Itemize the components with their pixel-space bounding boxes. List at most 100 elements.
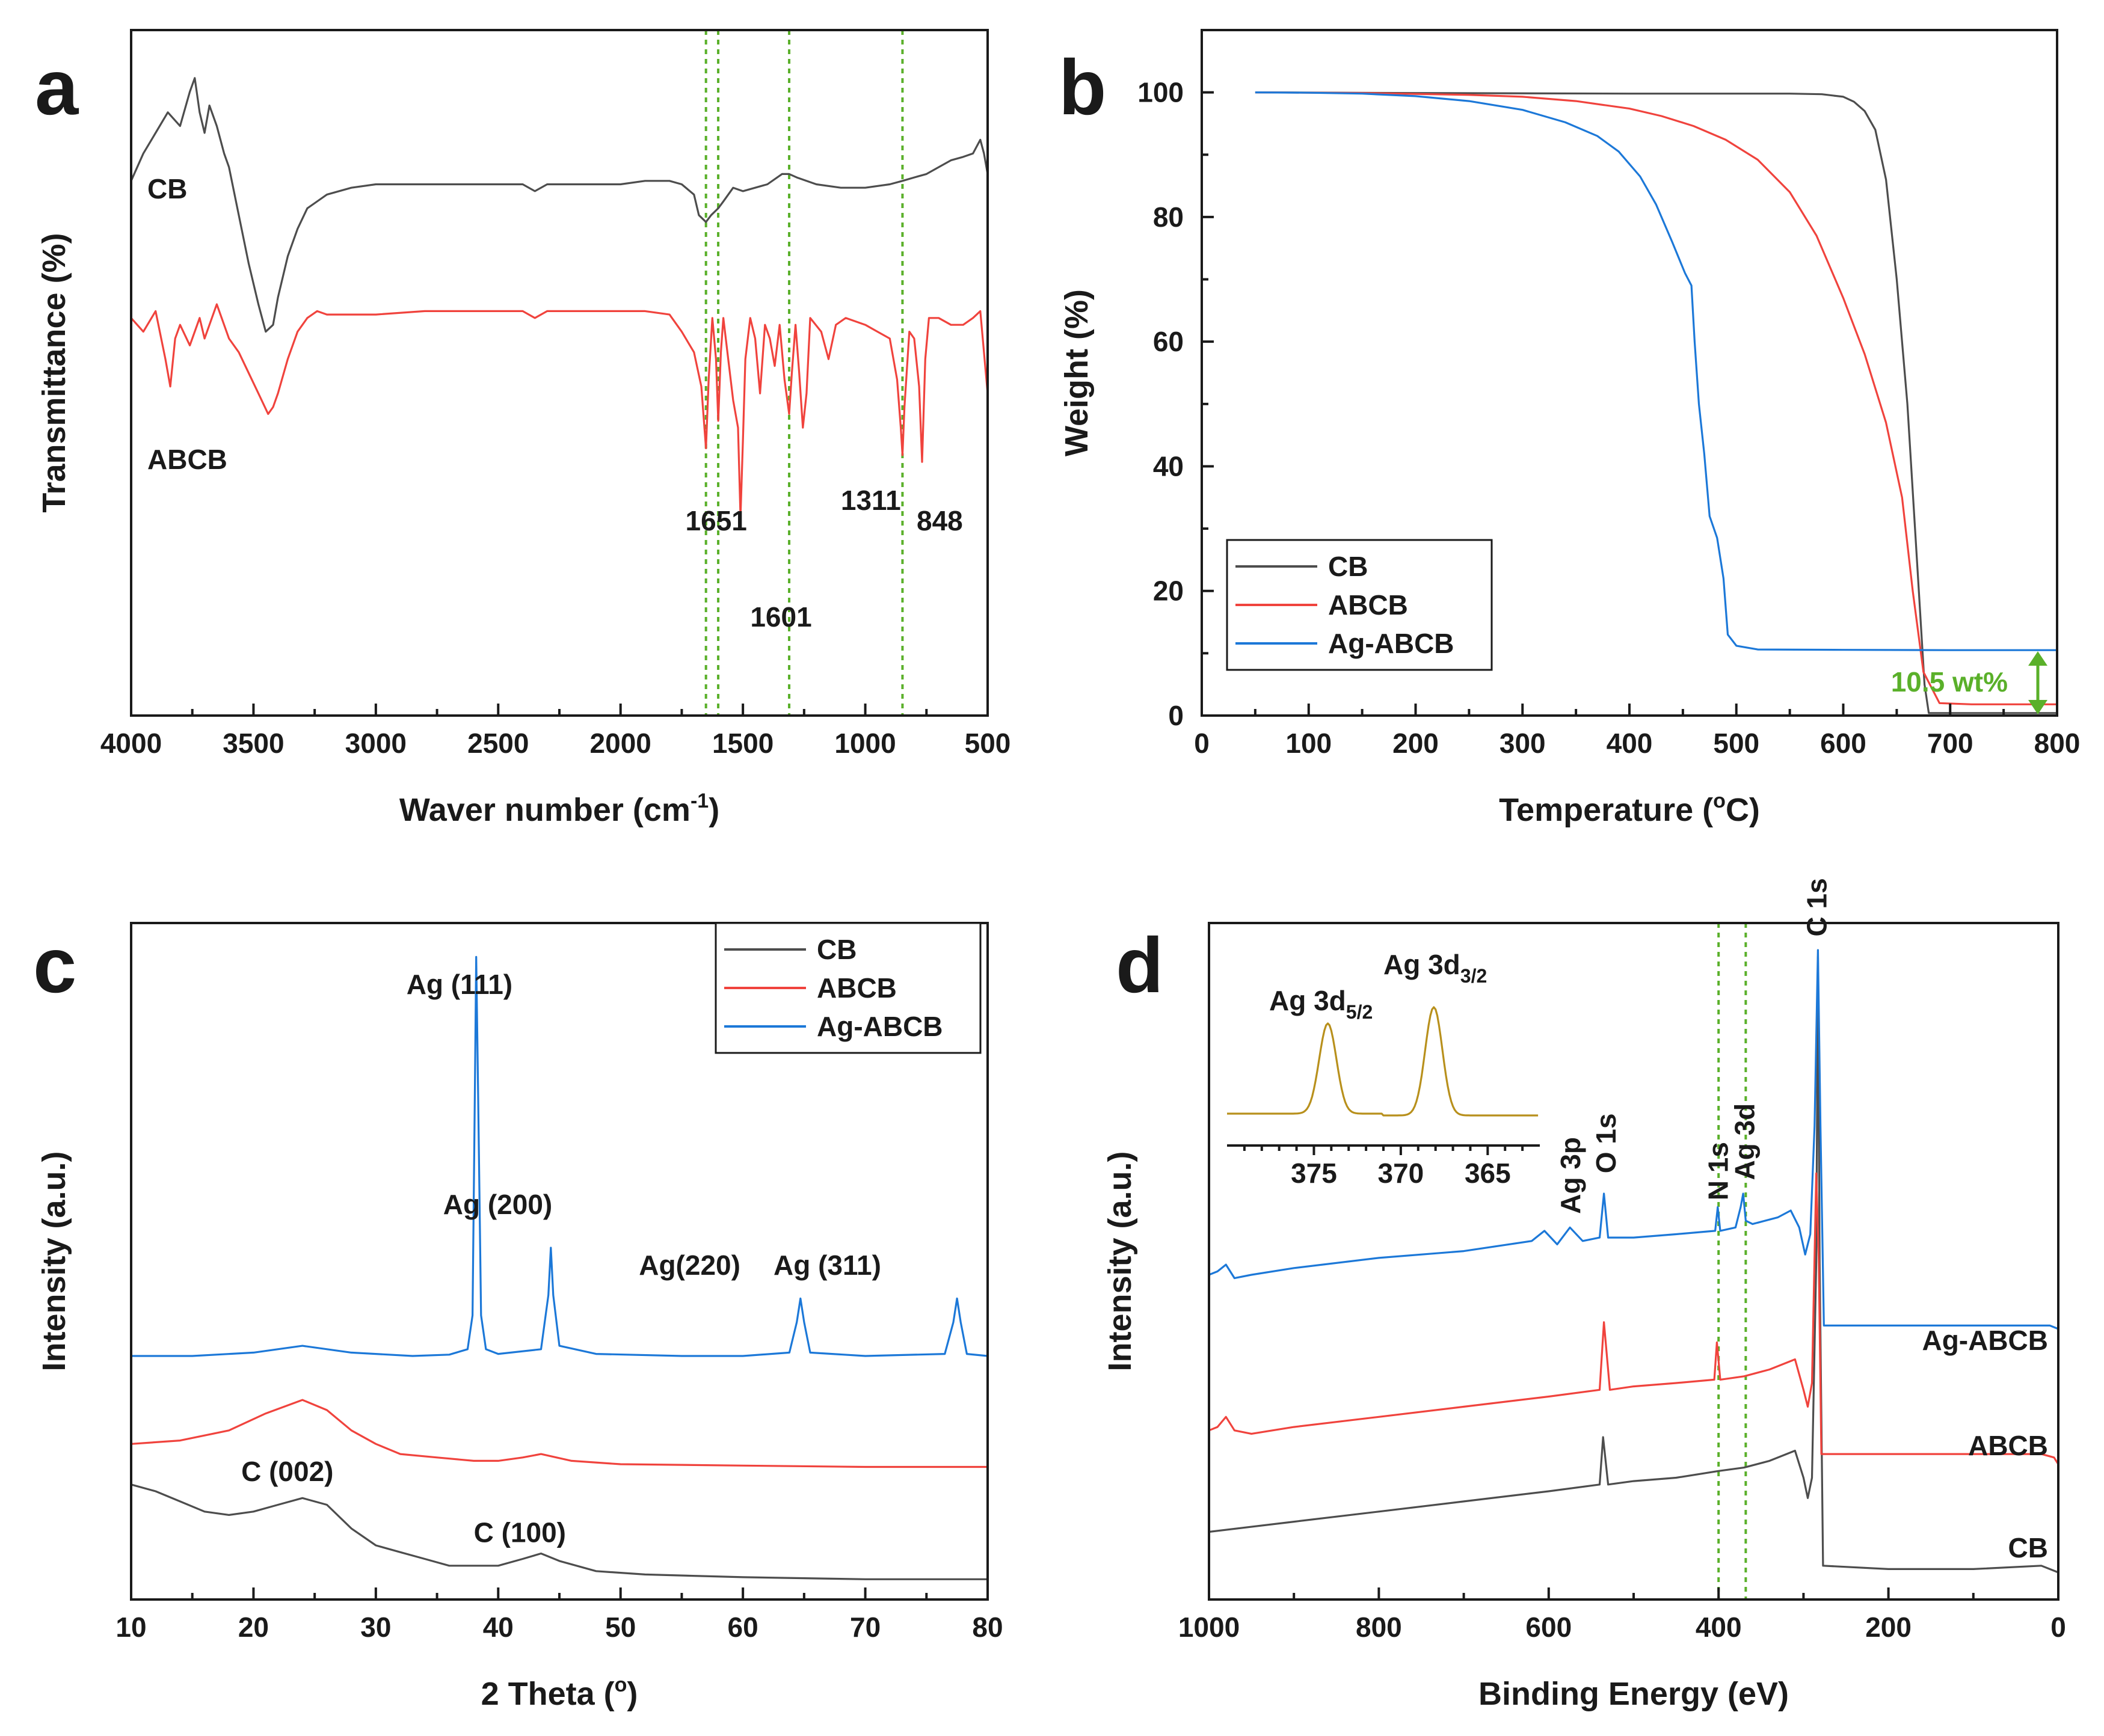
- series-line-c-abcb: [131, 1399, 988, 1468]
- series-line-c-cb: [131, 1483, 988, 1580]
- panel-b-tga-chart: 0 100 200 300 400 500 600 700 800 0 20 40 60 80 100 Wei…: [1059, 29, 2081, 828]
- x-tick-label-b: 0: [1194, 728, 1210, 759]
- y-tick-label-b: 100: [1137, 77, 1184, 108]
- inset-x-tick-label: 365: [1465, 1158, 1511, 1189]
- x-tick-label-c: 40: [483, 1612, 514, 1643]
- y-tick-label-b: 80: [1153, 201, 1184, 233]
- x-tick-label-b: 800: [2034, 728, 2081, 759]
- x-tick-label-d: 1000: [1178, 1612, 1240, 1643]
- series-line-a-cb: [130, 77, 989, 333]
- peak-label-Ag-(311): Ag (311): [774, 1250, 881, 1281]
- y-tick-label-b: 40: [1153, 450, 1184, 482]
- peak-label-1311: 1311: [841, 485, 901, 516]
- x-tick-label-d: 400: [1696, 1612, 1742, 1643]
- x-tick-label-a: 2000: [590, 728, 651, 759]
- inset-x-tick-label: 375: [1291, 1158, 1337, 1189]
- inset-peak-label-main: Ag 3d: [1269, 985, 1346, 1016]
- y-tick-label-b: 20: [1153, 575, 1184, 607]
- x-tick-label-a: 3000: [345, 728, 407, 759]
- plot-frame-a: [130, 29, 989, 717]
- x-tick-label-a: 2500: [467, 728, 529, 759]
- series-line-a-abcb: [130, 303, 989, 518]
- x-tick-label-a: 4000: [100, 728, 162, 759]
- x-axis-title-tail: C): [1726, 792, 1760, 828]
- inset-peak-label-main: Ag 3d: [1383, 949, 1460, 980]
- panel-letter-c: c: [33, 921, 76, 1009]
- inset-peak-label-3-2: Ag 3d3/2: [1383, 949, 1487, 987]
- panel-letter-b: b: [1059, 43, 1106, 131]
- annotation-label-residue: 10.5 wt%: [1891, 666, 2008, 698]
- series-line-b-abcb: [1255, 91, 2057, 705]
- x-axis-title-main: 2 Theta (: [481, 1676, 615, 1712]
- x-axis-title-a: Waver number (cm-1): [399, 790, 719, 828]
- peak-label-Ag(220): Ag(220): [639, 1250, 740, 1281]
- x-tick-label-d: 0: [2050, 1612, 2066, 1643]
- legend-label-cb: CB: [817, 934, 857, 965]
- x-tick-label-c: 10: [115, 1612, 146, 1643]
- x-tick-label-c: 30: [360, 1612, 391, 1643]
- x-tick-label-b: 600: [1820, 728, 1866, 759]
- x-tick-label-b: 200: [1392, 728, 1439, 759]
- peak-label-1601: 1601: [750, 601, 811, 633]
- series-label-abcb: ABCB: [1968, 1430, 2048, 1461]
- peak-label-N-1s: N 1s: [1703, 1142, 1734, 1200]
- inset-curve-ag3d: [1227, 1006, 1539, 1117]
- x-axis-title-sup: -1: [691, 790, 709, 812]
- peak-label-Ag-(200): Ag (200): [443, 1189, 552, 1220]
- y-tick-label-b: 60: [1153, 326, 1184, 357]
- inset-peak-label-sub: 3/2: [1460, 965, 1487, 987]
- inset-peak-label-5-2: Ag 3d5/2: [1269, 985, 1373, 1023]
- y-tick-label-b: 0: [1168, 700, 1184, 731]
- series-line-d-ag-abcb: [1208, 949, 2059, 1330]
- y-axis-title-a: Transmittance (%): [36, 233, 72, 512]
- x-tick-label-b: 700: [1927, 728, 1973, 759]
- peak-label-C-1s: C 1s: [1801, 878, 1832, 936]
- x-axis-title-sup: o: [615, 1673, 627, 1696]
- y-axis-title-b: Weight (%): [1059, 289, 1095, 456]
- series-line-b-cb: [1255, 91, 2057, 714]
- inset-x-tick-label: 370: [1378, 1158, 1424, 1189]
- x-tick-label-c: 70: [850, 1612, 881, 1643]
- series-line-d-abcb: [1208, 1172, 2059, 1465]
- x-tick-label-b: 400: [1607, 728, 1653, 759]
- annotation-arrowhead-bottom: [2028, 700, 2048, 714]
- annotation-arrowhead-top: [2028, 651, 2048, 666]
- peak-label-Ag-3d: Ag 3d: [1729, 1103, 1760, 1180]
- x-tick-label-b: 300: [1500, 728, 1546, 759]
- x-axis-title-main: Waver number (cm: [399, 792, 691, 828]
- x-axis-title-d: Binding Energy (eV): [1478, 1676, 1789, 1712]
- legend-label-abcb: ABCB: [1328, 589, 1408, 621]
- legend-label-cb: CB: [1328, 551, 1368, 582]
- peak-label-C-(100): C (100): [474, 1517, 566, 1548]
- legend-label-ag-abcb: Ag-ABCB: [1328, 628, 1454, 659]
- panel-letter-a: a: [35, 43, 79, 131]
- panel-a-ftir-chart: 4000 3500 3000 2500 2000 1500 1000 500 Transmitt…: [36, 29, 1010, 828]
- plot-frame-d: [1208, 922, 2059, 1601]
- peak-label-1651: 1651: [686, 505, 747, 536]
- peak-label-848: 848: [917, 505, 963, 536]
- y-axis-title-c: Intensity (a.u.): [36, 1151, 72, 1371]
- series-label-cb: CB: [147, 173, 187, 204]
- series-label-abcb: ABCB: [147, 444, 227, 475]
- x-axis-title-sup: o: [1713, 790, 1726, 812]
- x-axis-title-b: Temperature (oC): [1499, 790, 1760, 828]
- x-tick-label-b: 100: [1285, 728, 1332, 759]
- series-label-cb: CB: [2008, 1532, 2048, 1563]
- x-tick-label-a: 1500: [712, 728, 774, 759]
- panel-letter-d: d: [1116, 921, 1163, 1009]
- x-tick-label-c: 80: [972, 1612, 1003, 1643]
- x-tick-label-b: 500: [1713, 728, 1759, 759]
- peak-label-Ag-3p: Ag 3p: [1555, 1137, 1586, 1214]
- inset-peak-label-sub: 5/2: [1346, 1001, 1373, 1023]
- legend-label-ag-abcb: Ag-ABCB: [817, 1011, 943, 1042]
- x-tick-label-c: 20: [238, 1612, 269, 1643]
- peak-label-C-(002): C (002): [241, 1456, 333, 1487]
- x-tick-label-c: 50: [605, 1612, 636, 1643]
- series-label-ag-abcb: Ag-ABCB: [1922, 1325, 2048, 1356]
- peak-label-Ag-(111): Ag (111): [407, 969, 512, 1000]
- panel-d-xps-chart: 1000 800 600 400 200 0 Intensity (a.u.) Binding…: [1102, 878, 2066, 1712]
- panel-c-xrd-chart: 10 20 30 40 50 60 70 80 Intensity (a.u.) 2 Theta …: [36, 922, 1003, 1712]
- x-tick-label-d: 800: [1356, 1612, 1402, 1643]
- x-axis-title-c: 2 Theta (o): [481, 1673, 638, 1712]
